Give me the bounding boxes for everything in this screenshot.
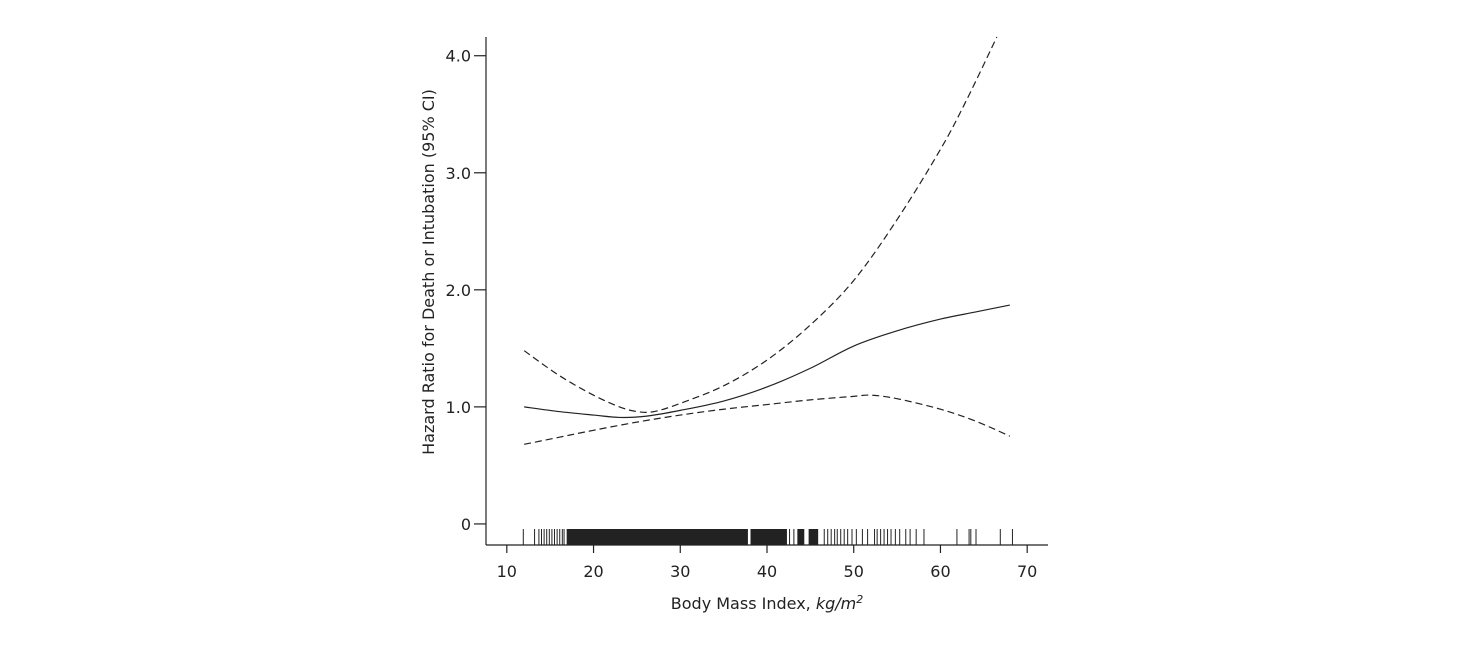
curves bbox=[523, 36, 1011, 445]
x-tick-label: 30 bbox=[670, 562, 690, 581]
y-tick-label: 0 bbox=[461, 515, 471, 534]
hazard-ratio-line bbox=[524, 304, 1010, 419]
y-tick-label: 3.0 bbox=[446, 164, 471, 183]
x-tick-label: 40 bbox=[757, 562, 777, 581]
y-tick-label: 2.0 bbox=[446, 281, 471, 300]
x-tick-label: 20 bbox=[583, 562, 603, 581]
rug-block bbox=[566, 529, 748, 545]
rug-plot bbox=[522, 529, 1013, 545]
lower-ci-line bbox=[524, 394, 1011, 445]
x-ticks: 10 20 30 40 50 60 70 bbox=[497, 545, 1037, 581]
rug-block bbox=[808, 529, 819, 545]
x-tick-label: 10 bbox=[497, 562, 517, 581]
y-ticks: 0 1.0 2.0 3.0 4.0 bbox=[446, 47, 486, 534]
y-tick-label: 4.0 bbox=[446, 47, 471, 66]
x-tick-label: 50 bbox=[844, 562, 864, 581]
rug-block bbox=[750, 529, 787, 545]
upper-ci-line bbox=[523, 36, 998, 413]
y-axis-label: Hazard Ratio for Death or Intubation (95… bbox=[419, 89, 438, 455]
x-tick-label: 70 bbox=[1017, 562, 1037, 581]
y-tick-label: 1.0 bbox=[446, 398, 471, 417]
x-tick-label: 60 bbox=[930, 562, 950, 581]
x-axis-label: Body Mass Index, kg/m2 bbox=[671, 593, 863, 613]
rug-block bbox=[797, 529, 805, 545]
